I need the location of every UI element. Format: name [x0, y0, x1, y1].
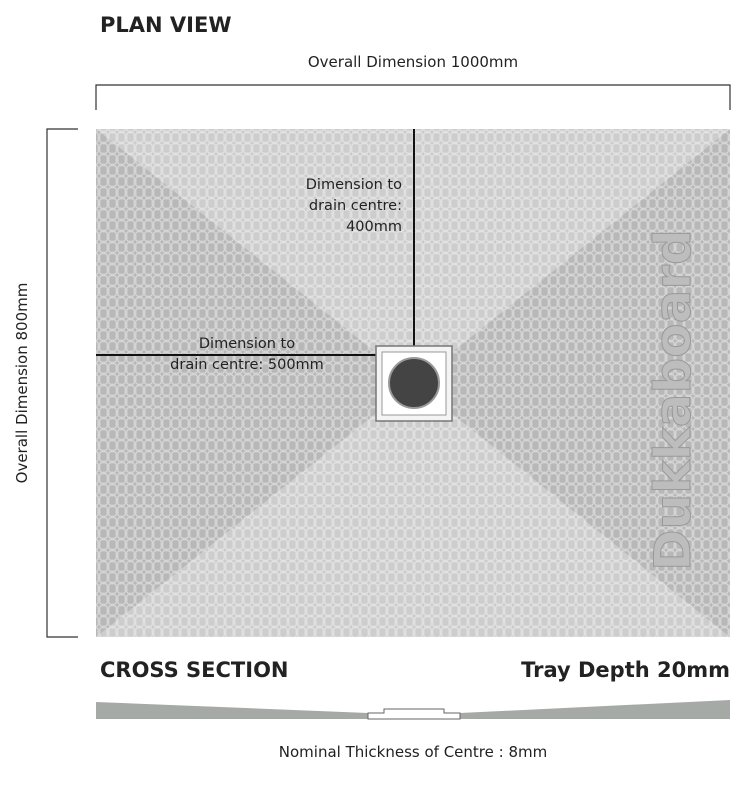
drain-horizontal-label: drain centre: 500mm	[170, 357, 324, 373]
width-bracket	[95, 84, 731, 110]
height-label: Overall Dimension 800mm	[13, 283, 31, 484]
drain-vertical-label: 400mm	[346, 219, 402, 235]
plan-title: PLAN VIEW	[100, 13, 232, 37]
width-label: Overall Dimension 1000mm	[308, 53, 518, 71]
tray-depth: Tray Depth 20mm	[521, 658, 730, 682]
drain-vertical-label: drain centre:	[309, 198, 402, 214]
brand: Dukkaboard	[644, 229, 702, 571]
cross-section-title: CROSS SECTION	[100, 658, 289, 682]
centre-thickness: Nominal Thickness of Centre : 8mm	[279, 743, 547, 761]
drain-horizontal-label: Dimension to	[199, 336, 295, 352]
drain-vertical-label: Dimension to	[306, 177, 402, 193]
height-bracket	[46, 128, 78, 638]
cross-section	[96, 700, 730, 720]
drain	[375, 345, 453, 422]
